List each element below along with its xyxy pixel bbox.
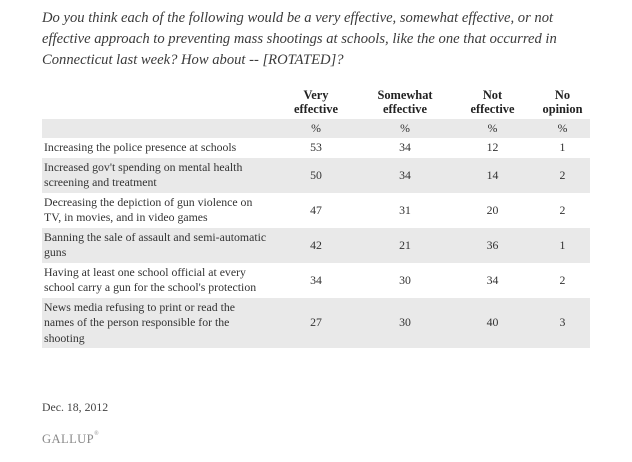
logo-text: GALLUP (42, 432, 95, 446)
unit-cell: % (535, 119, 590, 138)
table-row: Decreasing the depiction of gun violence… (42, 193, 590, 228)
value-cell: 42 (272, 227, 360, 263)
header-spacer (42, 88, 272, 119)
row-label: Increasing the police presence at school… (44, 140, 237, 154)
table-row: Having at least one school official at e… (42, 263, 590, 298)
value-cell: 36 (450, 227, 535, 263)
survey-date: Dec. 18, 2012 (42, 400, 109, 414)
value-cell: 30 (360, 297, 450, 348)
value-cell: 1 (535, 227, 590, 263)
value-cell: 34 (310, 272, 322, 287)
header-very-effective: Very effective (293, 88, 338, 116)
row-label: Banning the sale of assault and semi-aut… (42, 227, 272, 263)
value-cell: 21 (360, 227, 450, 263)
registered-mark: ® (94, 431, 100, 437)
table-row: Increasing the police presence at school… (42, 138, 590, 158)
value-cell: 34 (360, 157, 450, 193)
survey-question: Do you think each of the following would… (42, 10, 557, 68)
unit-row: % % % % (42, 119, 590, 138)
header-not-effective: Not effective (470, 88, 515, 116)
table-row: Banning the sale of assault and semi-aut… (42, 227, 590, 263)
gallup-logo: GALLUP® (42, 431, 100, 447)
value-cell: 53 (310, 140, 322, 155)
value-cell: 34 (399, 140, 411, 155)
results-table: Very effective Somewhat effective Not effec… (42, 88, 590, 348)
value-cell: 2 (535, 157, 590, 193)
value-cell: 14 (450, 157, 535, 193)
value-cell: 2 (559, 202, 566, 217)
table-row: News media refusing to print or read the… (42, 297, 590, 348)
header-somewhat-effective: Somewhat effective (377, 88, 433, 116)
row-label: Having at least one school official at e… (44, 264, 257, 295)
row-label: Increased gov't spending on mental healt… (42, 157, 272, 193)
value-cell: 3 (535, 297, 590, 348)
unit-cell: % (360, 119, 450, 138)
value-cell: 1 (559, 140, 566, 155)
header-row: Very effective Somewhat effective Not effec… (42, 88, 590, 119)
header-no-opinion: No opinion (542, 88, 583, 116)
value-cell: 2 (559, 272, 566, 287)
value-cell: 31 (399, 202, 411, 217)
value-cell: 50 (272, 157, 360, 193)
value-cell: 30 (399, 272, 411, 287)
unit-cell: % (272, 119, 360, 138)
value-cell: 12 (486, 140, 499, 155)
value-cell: 47 (310, 202, 322, 217)
row-label: Decreasing the depiction of gun violence… (44, 194, 253, 225)
value-cell: 34 (486, 272, 499, 287)
table-row: Increased gov't spending on mental healt… (42, 157, 590, 193)
value-cell: 27 (272, 297, 360, 348)
value-cell: 20 (486, 202, 499, 217)
row-label: News media refusing to print or read the… (42, 297, 272, 348)
unit-cell: % (450, 119, 535, 138)
value-cell: 40 (450, 297, 535, 348)
